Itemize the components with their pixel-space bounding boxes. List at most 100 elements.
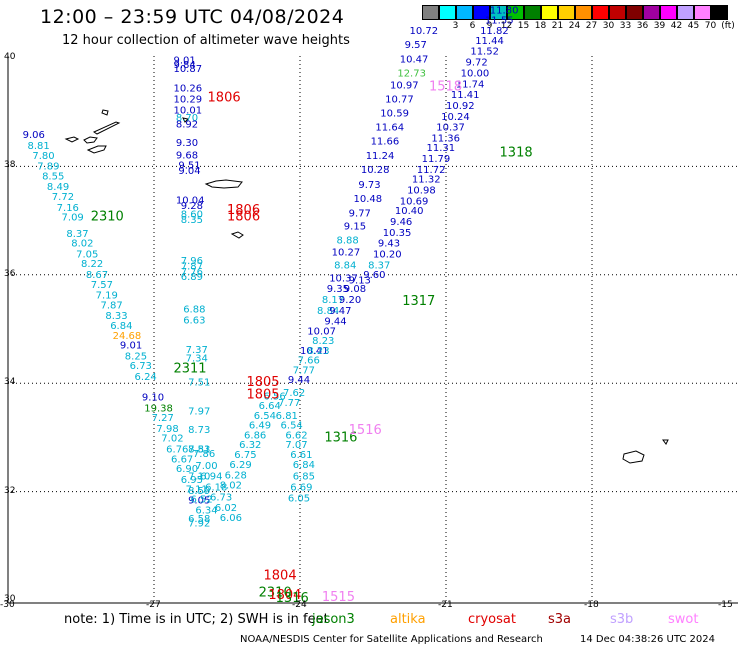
- pass-time-label: 1515: [322, 590, 355, 605]
- legend-label: 24: [568, 21, 581, 31]
- swh-value-label: 7.92: [188, 518, 210, 529]
- swh-value-label: 10.26: [173, 84, 202, 95]
- swh-value-label: 11.66: [371, 137, 400, 148]
- pass-time-label: 1806: [227, 203, 260, 218]
- legend-swatch: [439, 5, 456, 20]
- swh-value-label: 11.74: [456, 79, 485, 90]
- legend-label: 39: [653, 21, 666, 31]
- swh-value-label: 7.07: [285, 440, 307, 451]
- page-subtitle: 12 hour collection of altimeter wave hei…: [62, 33, 350, 48]
- swh-value-label: 7.37: [186, 345, 208, 356]
- swh-value-label: 8.17: [322, 295, 344, 306]
- swh-value-label: 6.73: [210, 492, 232, 503]
- swh-value-label: 7.19: [96, 291, 118, 302]
- pass-time-label: 1518: [429, 80, 462, 95]
- swh-value-label: 6.94: [200, 472, 222, 483]
- swh-value-label: 8.92: [176, 119, 198, 130]
- swh-value-label: 6.84: [293, 460, 315, 471]
- swh-value-label: 6.32: [239, 440, 261, 451]
- swh-value-label: 24.68: [113, 331, 142, 342]
- swh-value-label: 10.48: [354, 194, 383, 205]
- swh-value-label: 6.34: [195, 505, 217, 516]
- pass-time-label: 1316: [324, 431, 357, 446]
- swh-value-label: 9.10: [142, 393, 164, 404]
- lat-tick-label: 40: [4, 52, 16, 62]
- swh-value-label: 8.70: [176, 113, 198, 124]
- legend-swatch: [711, 5, 728, 20]
- swh-value-label: 19.38: [144, 403, 173, 414]
- legend-label: 15: [517, 21, 530, 31]
- swh-value-label: 8.49: [47, 182, 69, 193]
- swh-value-label: 11.41: [451, 90, 480, 101]
- pass-time-label: 1805: [246, 375, 279, 390]
- swh-value-label: 9.05: [188, 496, 210, 507]
- lat-tick-label: 30: [4, 594, 16, 604]
- swh-value-label: 8.33: [105, 311, 127, 322]
- swh-value-label: 10.20: [373, 249, 402, 260]
- swh-value-label: 9.68: [176, 150, 198, 161]
- swh-value-label: 9.08: [344, 284, 366, 295]
- mission-label: altika: [390, 612, 426, 627]
- swh-value-label: 8.55: [42, 171, 64, 182]
- pass-time-labels: 1806180618062310231118051805180423101804…: [91, 80, 533, 607]
- swh-value-label: 8.37: [66, 229, 88, 240]
- swh-value-label: 8.60: [181, 209, 203, 220]
- swh-value-label: 11.52: [470, 47, 499, 58]
- swh-value-label: 6.28: [225, 471, 247, 482]
- legend-label: 12: [500, 21, 513, 31]
- swh-value-label: 6.05: [288, 493, 310, 504]
- swh-value-label: 6.67: [171, 454, 193, 465]
- swh-value-label: 7.00: [195, 461, 217, 472]
- legend-swatch: [592, 5, 609, 20]
- swh-value-label: 7.10: [188, 472, 210, 483]
- legend-swatch: [490, 5, 507, 20]
- swh-value-label: 7.51: [188, 445, 210, 456]
- swh-value-label: 10.72: [410, 26, 439, 37]
- swh-value-label: 6.62: [285, 430, 307, 441]
- swh-value-label: 7.11: [186, 485, 208, 496]
- swh-value-label: 10.59: [380, 109, 409, 120]
- swh-value-label: 6.49: [249, 421, 271, 432]
- swh-value-label: 9.72: [465, 58, 487, 69]
- legend-label: 36: [636, 21, 649, 31]
- legend-swatch: [626, 5, 643, 20]
- swh-value-label: 10.01: [173, 105, 202, 116]
- pass-time-label: 1806: [227, 210, 260, 225]
- swh-value-label: 9.15: [344, 221, 366, 232]
- swh-value-label: 11.55: [485, 15, 514, 26]
- swh-value-label: 7.51: [188, 377, 210, 388]
- swh-value-label: 11.31: [427, 143, 456, 154]
- pass-time-label: 1318: [500, 146, 533, 161]
- legend-swatch: [422, 5, 439, 20]
- swh-value-label: 9.73: [358, 180, 380, 191]
- swh-value-label: 11.24: [366, 151, 395, 162]
- legend-unit: (ft): [721, 21, 735, 31]
- island-corvo: [64, 136, 80, 143]
- swh-value-label: 6.86: [244, 430, 266, 441]
- swh-value-label: 7.86: [193, 449, 215, 460]
- island-graciosa: [182, 117, 190, 123]
- lat-tick-label: 32: [4, 485, 16, 496]
- island-madeira: [622, 450, 645, 464]
- swh-value-label: 10.40: [395, 206, 424, 217]
- swh-value-label: 10.69: [400, 196, 429, 207]
- swh-value-label: 10.29: [173, 94, 202, 105]
- pass-time-label: 1316: [276, 591, 309, 606]
- swh-value-label: 9.13: [349, 275, 371, 286]
- swh-value-label: 8.23: [307, 346, 329, 357]
- swh-value-label: 10.07: [307, 326, 336, 337]
- swh-value-label: 7.80: [32, 151, 54, 162]
- swh-value-label: 7.09: [62, 213, 84, 224]
- swh-value-label: 6.63: [183, 316, 205, 327]
- swh-value-label: 10.37: [436, 123, 465, 134]
- swh-value-label: 8.84: [334, 260, 356, 271]
- legend-swatch: [541, 5, 558, 20]
- island-faial: [83, 136, 98, 144]
- lon-tick-label: -30: [0, 600, 15, 610]
- swh-value-label: 6.52: [191, 494, 213, 505]
- map-frame: [7, 56, 738, 604]
- swh-value-label: 6.89: [181, 272, 203, 283]
- legend-label: 30: [602, 21, 615, 31]
- swh-value-label: 9.04: [178, 166, 200, 177]
